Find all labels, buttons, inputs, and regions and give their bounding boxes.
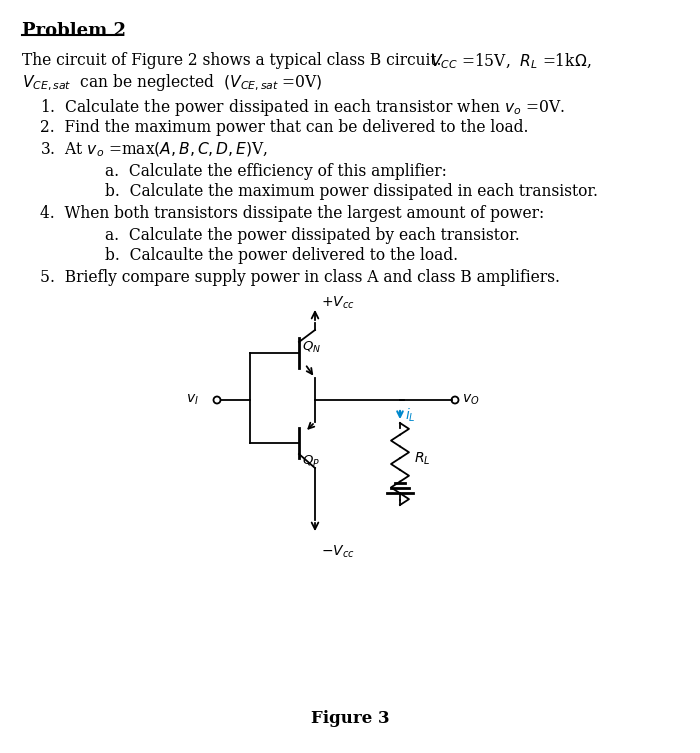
Text: Figure 3: Figure 3	[311, 710, 389, 727]
Text: Problem 2: Problem 2	[22, 22, 126, 40]
Text: $i_L$: $i_L$	[405, 407, 416, 424]
Text: $-V_{cc}$: $-V_{cc}$	[321, 544, 355, 560]
Text: $v_I$: $v_I$	[186, 393, 199, 407]
Text: 2.  Find the maximum power that can be delivered to the load.: 2. Find the maximum power that can be de…	[40, 119, 528, 136]
Text: $V_{CE,sat}$  can be neglected  $(V_{CE,sat}$ =0V$)$: $V_{CE,sat}$ can be neglected $(V_{CE,sa…	[22, 72, 323, 93]
Text: b.  Calcaulte the power delivered to the load.: b. Calcaulte the power delivered to the …	[105, 247, 458, 264]
Text: 1.  Calculate the power dissipated in each transistor when $v_o$ =0V.: 1. Calculate the power dissipated in eac…	[40, 97, 565, 118]
Text: 5.  Briefly compare supply power in class A and class B amplifiers.: 5. Briefly compare supply power in class…	[40, 269, 560, 286]
Text: $Q_N$: $Q_N$	[302, 340, 321, 355]
Text: a.  Calculate the efficiency of this amplifier:: a. Calculate the efficiency of this ampl…	[105, 163, 447, 180]
Text: b.  Calculate the maximum power dissipated in each transistor.: b. Calculate the maximum power dissipate…	[105, 183, 598, 200]
Text: $+V_{cc}$: $+V_{cc}$	[321, 295, 355, 312]
Text: a.  Calculate the power dissipated by each transistor.: a. Calculate the power dissipated by eac…	[105, 227, 519, 244]
Text: 4.  When both transistors dissipate the largest amount of power:: 4. When both transistors dissipate the l…	[40, 205, 545, 222]
Text: $V_{CC}$ =15V,  $R_L$ =1k$\Omega$,: $V_{CC}$ =15V, $R_L$ =1k$\Omega$,	[430, 52, 592, 72]
Text: $R_L$: $R_L$	[414, 451, 430, 467]
Text: $v_O$: $v_O$	[462, 393, 480, 407]
Text: $Q_P$: $Q_P$	[302, 454, 320, 469]
Text: 3.  At $v_o$ =max$(A,B,C,D,E)$V,: 3. At $v_o$ =max$(A,B,C,D,E)$V,	[40, 141, 268, 160]
Text: The circuit of Figure 2 shows a typical class B circuit.: The circuit of Figure 2 shows a typical …	[22, 52, 452, 69]
